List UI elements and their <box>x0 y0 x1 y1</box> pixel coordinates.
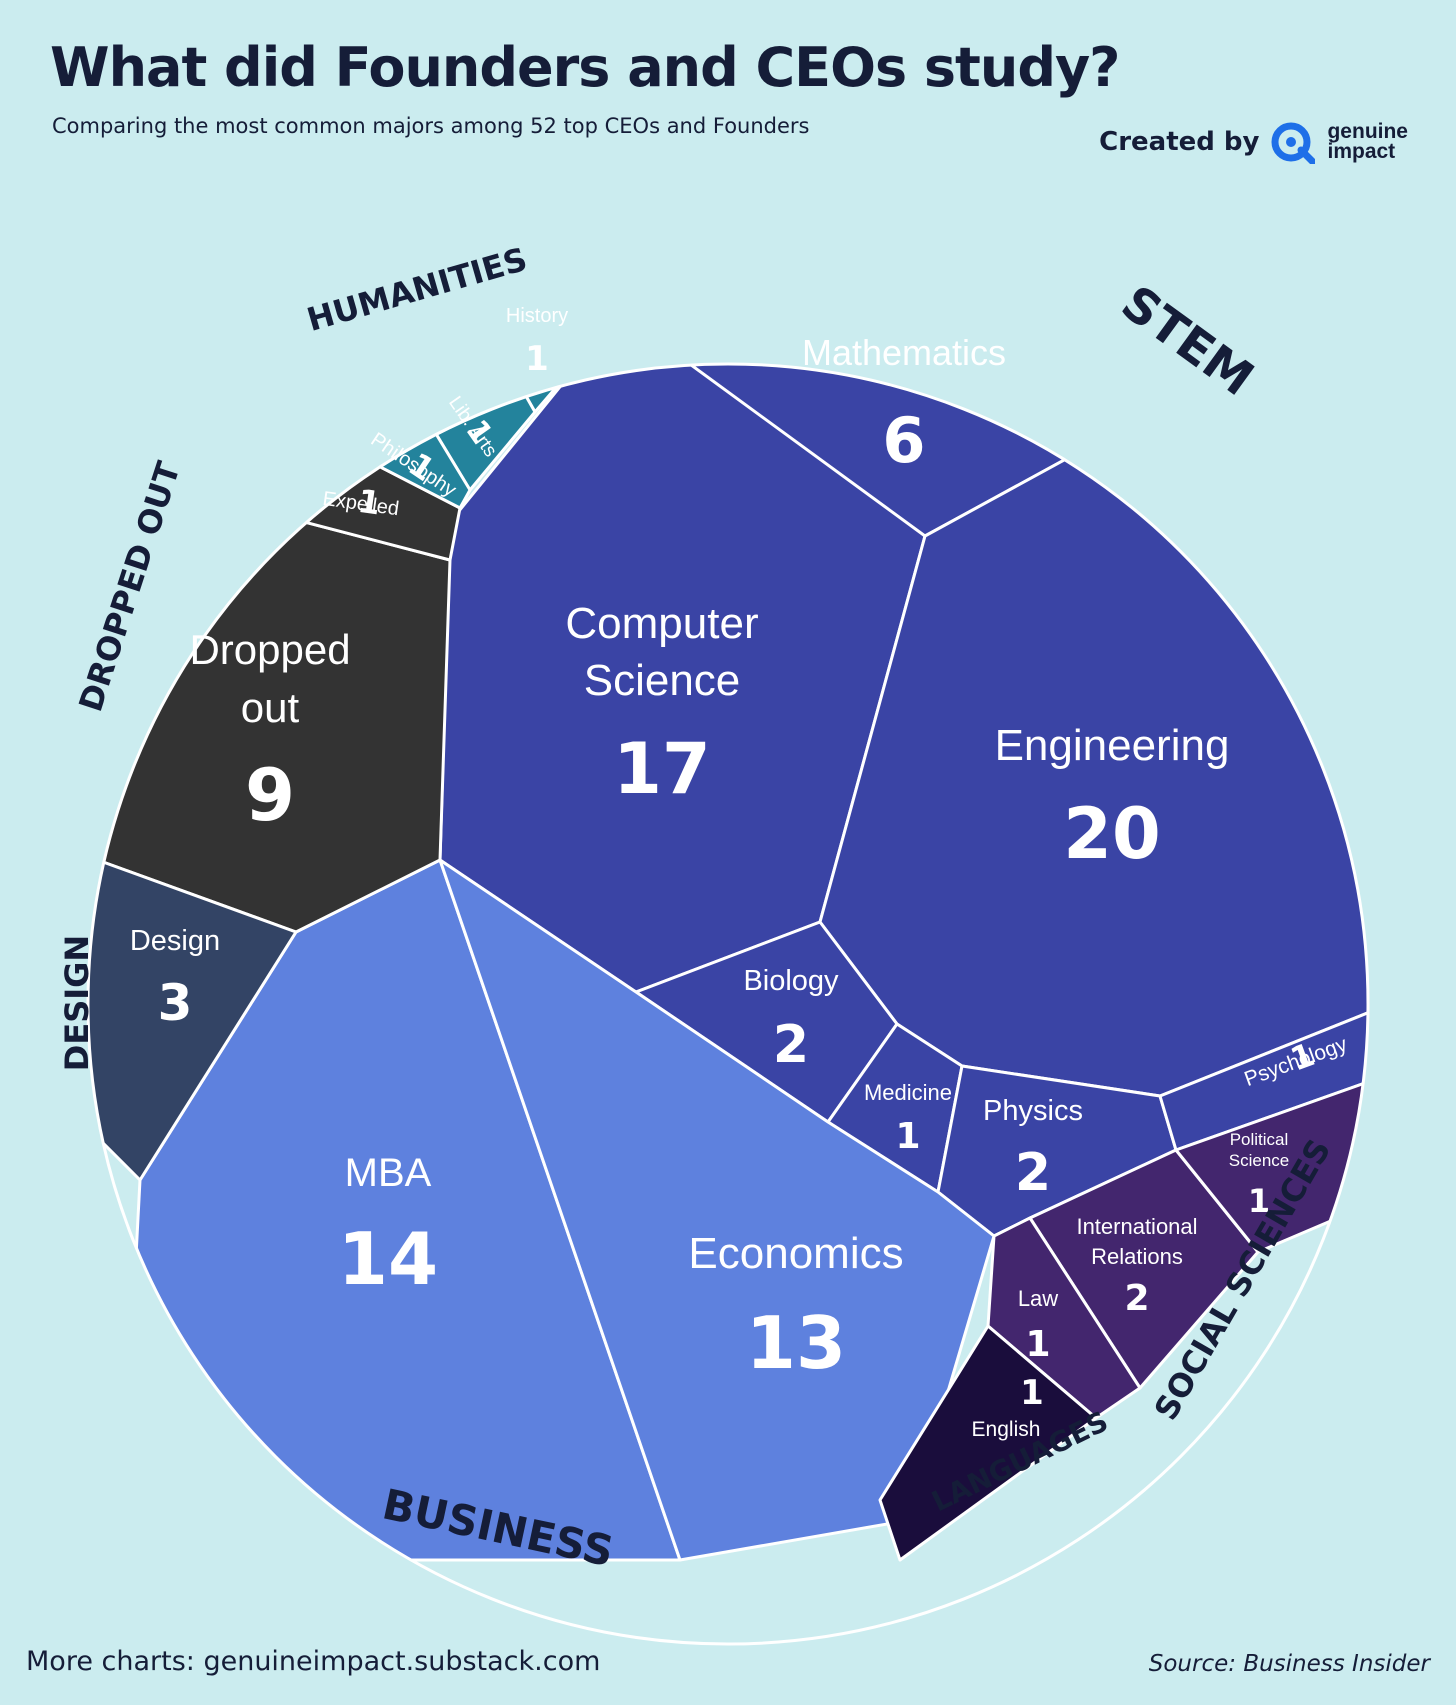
label-mathematics: Mathematics <box>802 332 1006 373</box>
label-dropped-out: out <box>241 684 300 731</box>
label-dropped-out: Dropped <box>189 626 350 673</box>
value-engineering: 20 <box>1063 793 1160 875</box>
label-law: Law <box>1018 1286 1058 1311</box>
label-international-relations: International <box>1076 1214 1197 1239</box>
credit-block: Created by genuine impact <box>1099 120 1408 164</box>
value-economics: 13 <box>746 1301 846 1385</box>
label-physics: Physics <box>983 1095 1083 1127</box>
value-medicine: 1 <box>895 1116 920 1157</box>
value-dropped-out: 9 <box>245 753 295 837</box>
value-biology: 2 <box>773 1015 809 1075</box>
label-engineering: Engineering <box>995 721 1230 770</box>
value-english: 1 <box>1020 1373 1044 1413</box>
group-label-design: DESIGN <box>58 935 96 1071</box>
label-design: Design <box>130 925 220 957</box>
chart-subtitle: Comparing the most common majors among 5… <box>52 114 810 138</box>
cell-english <box>878 1324 1098 1562</box>
group-label-dropped-out: DROPPED OUT <box>71 457 188 716</box>
label-medicine: Medicine <box>864 1080 952 1105</box>
value-mba: 14 <box>338 1217 438 1301</box>
chart-title: What did Founders and CEOs study? <box>50 36 1120 99</box>
value-history: 1 <box>525 339 549 379</box>
cell-psychology <box>1158 986 1368 1152</box>
value-political-science: 1 <box>1248 1182 1270 1220</box>
label-biology: Biology <box>743 965 839 997</box>
group-label-stem: STEM <box>1111 275 1264 407</box>
chart-outline <box>86 362 1370 1646</box>
label-political-science: Political <box>1230 1130 1289 1149</box>
value-mathematics: 6 <box>882 404 925 477</box>
label-history: History <box>506 305 568 327</box>
value-design: 3 <box>158 974 193 1032</box>
label-english: English <box>972 1418 1041 1441</box>
credit-label: Created by <box>1099 127 1260 157</box>
label-political-science: Science <box>1229 1151 1289 1170</box>
value-law: 1 <box>1025 1324 1050 1365</box>
value-international-relations: 2 <box>1124 1278 1149 1319</box>
label-economics: Economics <box>688 1229 903 1278</box>
cell-law <box>986 1216 1142 1420</box>
cell-design <box>88 848 298 1182</box>
brand-name-line1: genuine <box>1327 120 1408 143</box>
label-international-relations: Relations <box>1091 1244 1183 1269</box>
label-computer-science: Science <box>584 656 741 705</box>
more-charts-link[interactable]: More charts: genuineimpact.substack.com <box>26 1646 601 1677</box>
brand-name: genuine impact <box>1327 120 1408 163</box>
source-note: Source: Business Insider <box>1148 1651 1430 1677</box>
value-computer-science: 17 <box>613 728 710 810</box>
value-physics: 2 <box>1015 1143 1051 1203</box>
label-mba: MBA <box>345 1151 432 1195</box>
brand-name-line2: impact <box>1327 140 1396 163</box>
label-computer-science: Computer <box>565 599 758 648</box>
value-expelled: 1 <box>356 482 383 523</box>
group-label-humanities: HUMANITIES <box>303 240 531 339</box>
genuine-impact-logo-icon <box>1271 122 1316 164</box>
cell-economics <box>438 858 996 1562</box>
